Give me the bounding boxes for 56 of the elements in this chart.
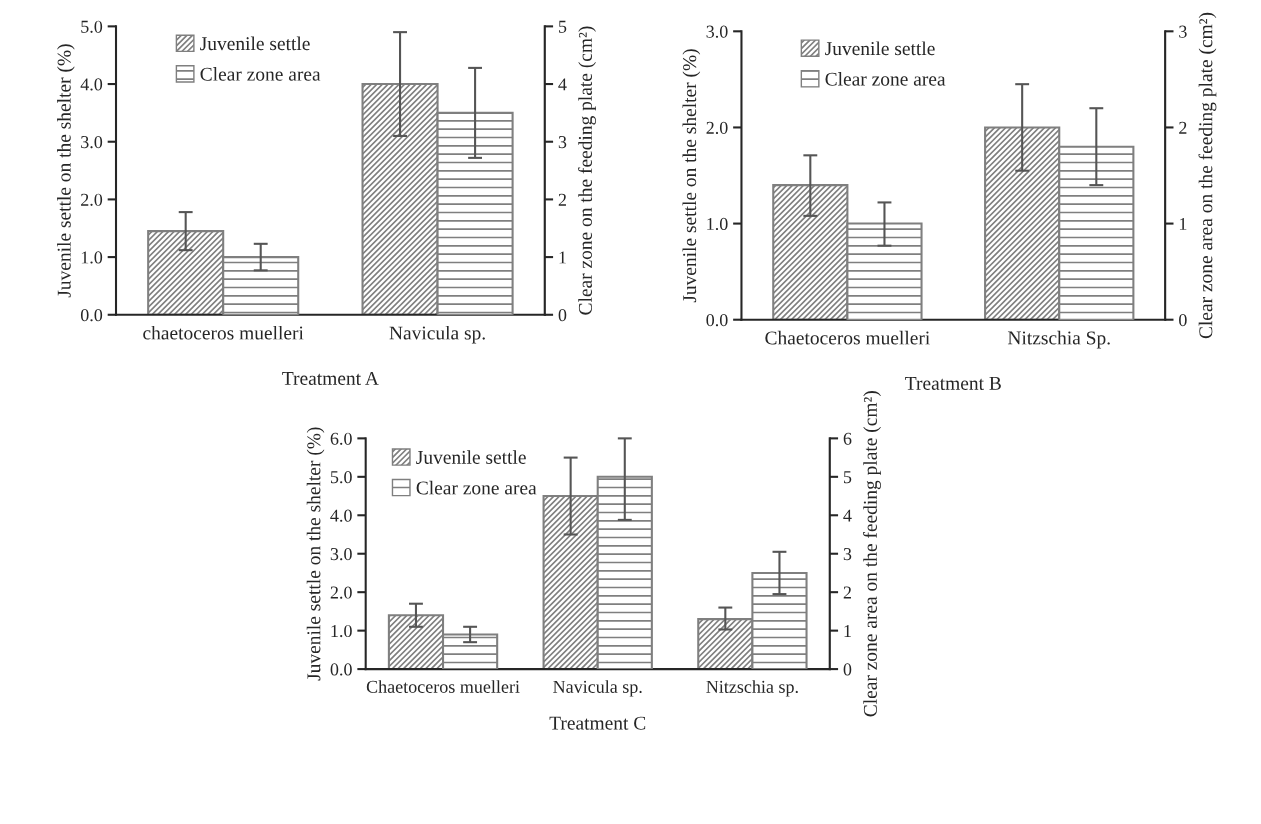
y2-axis-title: Clear zone area on the feeding plate (cm²) [863, 391, 881, 717]
y2-tick-label: 4 [843, 509, 852, 522]
x-tick-label: Navicula sp. [389, 325, 485, 344]
y-tick-label: 3.0 [330, 547, 352, 561]
y-axis-title: Juvenile settle on the shelter (%) [57, 44, 75, 298]
y-axis-title: Juvenile settle on the shelter (%) [682, 49, 701, 303]
y2-tick-label: 0 [843, 663, 852, 676]
y2-tick-label: 0 [1179, 313, 1187, 327]
y-tick-label: 1.0 [81, 251, 103, 264]
y2-axis-title: Clear zone area on the feeding plate (cm²) [1198, 12, 1217, 339]
x-tick-label: chaetoceros muelleri [143, 325, 304, 340]
y-tick-label: 2.0 [706, 121, 728, 134]
y2-axis-title: Clear zone on the feeding plate (cm²) [578, 26, 596, 315]
y2-tick-label: 3 [1179, 25, 1187, 38]
y-tick-label: 2.0 [330, 586, 352, 599]
y-tick-label: 0.0 [80, 309, 103, 322]
legend-label: Clear zone area [416, 480, 537, 495]
y-tick-label: 6.0 [330, 432, 352, 445]
legend-label: Clear zone area [825, 72, 946, 86]
x-tick-label: Chaetoceros muelleri [366, 680, 520, 693]
x-tick-label: Navicula sp. [553, 680, 642, 697]
y-tick-label: 2.0 [81, 193, 103, 206]
y2-tick-label: 1 [559, 251, 566, 264]
y2-tick-label: 4 [558, 78, 567, 91]
y2-tick-label: 3 [843, 548, 852, 561]
legend-label: Juvenile settle [200, 36, 310, 51]
x-tick-label: Nitzschia sp. [706, 680, 798, 697]
y2-tick-label: 2 [843, 586, 851, 599]
y2-tick-label: 5 [559, 20, 567, 33]
x-tick-label: Nitzschia Sp. [1007, 330, 1110, 349]
y2-tick-label: 1 [1179, 217, 1187, 230]
y2-tick-label: 5 [843, 471, 852, 484]
x-axis-title: Treatment A [282, 371, 379, 385]
x-tick-label: Chaetoceros muelleri [765, 330, 930, 345]
y-tick-label: 4.0 [80, 78, 103, 91]
legend-label: Juvenile settle [825, 41, 935, 56]
y-tick-label: 5.0 [330, 471, 352, 484]
y2-tick-label: 2 [1179, 121, 1187, 134]
legend-label: Juvenile settle [416, 450, 526, 464]
y-axis-title: Juvenile settle on the shelter (%) [306, 427, 325, 681]
x-axis-title: Treatment C [549, 716, 646, 730]
x-axis-title: Treatment B [905, 376, 1001, 390]
legend-label: Clear zone area [200, 67, 321, 81]
y2-tick-label: 1 [844, 624, 851, 637]
y-tick-label: 3.0 [706, 25, 728, 38]
y2-tick-label: 2 [558, 193, 566, 206]
y-tick-label: 0.0 [330, 663, 352, 676]
y-tick-label: 1.0 [331, 624, 352, 638]
y-tick-label: 4.0 [330, 509, 352, 522]
y-tick-label: 5.0 [81, 20, 103, 33]
y-tick-label: 1.0 [707, 217, 728, 231]
y2-tick-label: 0 [558, 309, 567, 322]
y-tick-label: 3.0 [81, 135, 103, 149]
y2-tick-label: 6 [843, 432, 852, 445]
y2-tick-label: 3 [558, 136, 567, 149]
y-tick-label: 0.0 [706, 313, 728, 327]
